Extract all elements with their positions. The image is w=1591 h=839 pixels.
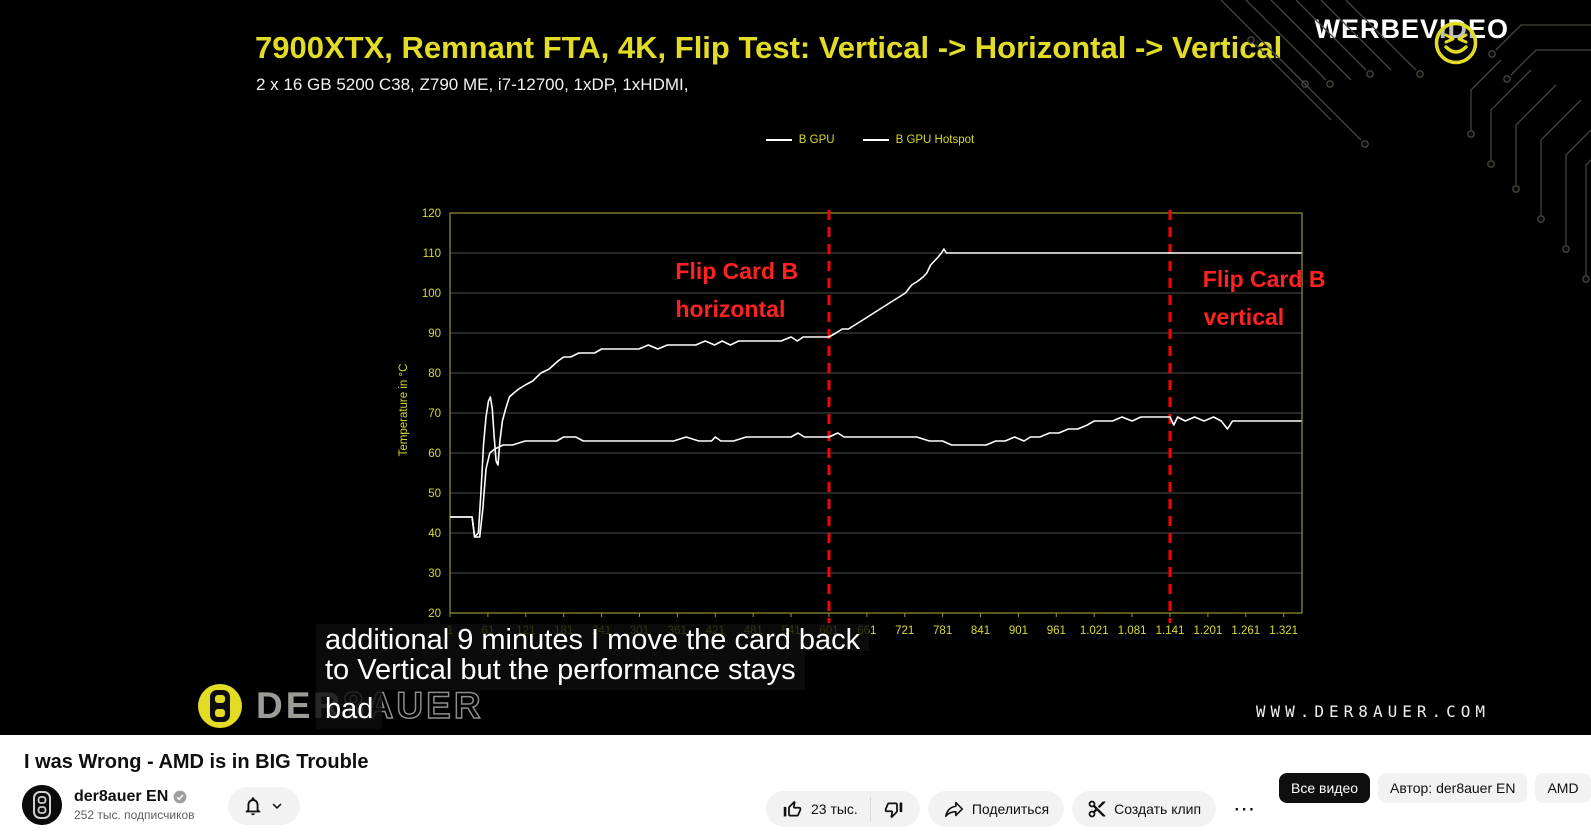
channel-avatar[interactable]	[22, 785, 62, 825]
filter-chips: Все видео Автор: der8auer EN AMD	[1279, 773, 1591, 803]
video-actions: 23 тыс. Поделиться Создать клип ⋯	[766, 789, 1264, 829]
avatar-logo-icon	[22, 785, 62, 825]
chip-author[interactable]: Автор: der8auer EN	[1378, 773, 1528, 803]
share-button[interactable]: Поделиться	[927, 791, 1065, 827]
subtitle-line: additional 9 minutes I move the card bac…	[316, 624, 870, 651]
like-dislike-group: 23 тыс.	[766, 791, 920, 827]
legend-swatch	[765, 139, 792, 141]
chart-legend: B GPU B GPU Hotspot	[400, 134, 1340, 146]
video-info-bar: I was Wrong - AMD is in BIG Trouble der8…	[0, 735, 1591, 839]
thumb-down-icon	[884, 802, 903, 818]
bell-icon	[245, 797, 261, 816]
der8auer-circle-icon	[198, 684, 242, 728]
more-icon: ⋯	[1233, 796, 1256, 821]
svg-text:110: 110	[423, 248, 441, 260]
svg-text:Flip Card B: Flip Card B	[1203, 266, 1326, 292]
svg-text:1.321: 1.321	[1269, 625, 1298, 637]
channel-info: der8auer EN 252 тыс. подписчиков	[22, 785, 195, 825]
create-clip-button[interactable]: Создать клип	[1072, 791, 1217, 827]
svg-text:901: 901	[1009, 625, 1028, 637]
chevron-down-icon	[272, 803, 282, 809]
video-player[interactable]: 7900XTX, Remnant FTA, 4K, Flip Test: Ver…	[0, 0, 1591, 735]
svg-text:30: 30	[428, 568, 441, 580]
svg-text:Flip Card B: Flip Card B	[675, 258, 798, 284]
svg-text:721: 721	[895, 625, 914, 637]
more-actions-button[interactable]: ⋯	[1224, 789, 1264, 829]
temperature-chart: 2030405060708090100110120161121181241301…	[422, 208, 1326, 637]
subtitle-line: to Vertical but the performance stays	[316, 651, 869, 690]
svg-text:1.081: 1.081	[1118, 625, 1147, 637]
overlay-chart-title: 7900XTX, Remnant FTA, 4K, Flip Test: Ver…	[255, 30, 1283, 65]
notifications-button[interactable]	[228, 787, 300, 825]
like-count: 23 тыс.	[811, 801, 858, 817]
svg-text:50: 50	[428, 488, 441, 500]
legend-item: B GPU	[765, 134, 835, 146]
subtitle-line: bad	[316, 690, 869, 729]
svg-text:100: 100	[422, 288, 441, 300]
subscriber-count: 252 тыс. подписчиков	[74, 808, 195, 822]
svg-text:vertical: vertical	[1204, 304, 1285, 330]
svg-text:1.141: 1.141	[1156, 625, 1185, 637]
like-button[interactable]: 23 тыс.	[766, 791, 870, 827]
svg-text:961: 961	[1047, 625, 1066, 637]
svg-text:1.201: 1.201	[1194, 625, 1223, 637]
svg-text:90: 90	[428, 328, 441, 340]
legend-item: B GPU Hotspot	[862, 134, 974, 146]
legend-swatch	[862, 139, 889, 141]
pill-divider	[869, 797, 871, 821]
svg-text:40: 40	[428, 528, 441, 540]
werbevideo-brand: WERBEVIDEO	[1314, 14, 1509, 44]
thumb-up-icon	[783, 800, 802, 816]
svg-text:20: 20	[428, 608, 441, 620]
svg-text:841: 841	[971, 625, 990, 637]
overlay-system-specs: 2 x 16 GB 5200 C38, Z790 ME, i7-12700, 1…	[256, 75, 689, 94]
svg-text:horizontal: horizontal	[675, 296, 785, 322]
svg-text:781: 781	[933, 625, 952, 637]
svg-text:70: 70	[428, 408, 441, 420]
video-title: I was Wrong - AMD is in BIG Trouble	[24, 751, 369, 773]
share-icon	[944, 801, 963, 818]
channel-name[interactable]: der8auer EN	[74, 788, 169, 805]
svg-text:80: 80	[428, 368, 441, 380]
svg-text:1.261: 1.261	[1231, 625, 1260, 637]
smiley-logo-icon	[1434, 21, 1478, 65]
scissors-icon	[1088, 800, 1106, 818]
svg-text:60: 60	[428, 448, 441, 460]
chip-all-videos[interactable]: Все видео	[1279, 773, 1371, 803]
svg-text:120: 120	[422, 208, 441, 220]
svg-text:1.021: 1.021	[1080, 625, 1109, 637]
chip-amd[interactable]: AMD	[1535, 773, 1591, 803]
dislike-button[interactable]	[871, 791, 920, 827]
subtitles: additional 9 minutes I move the card bac…	[316, 624, 870, 729]
verified-badge-icon	[173, 790, 187, 804]
website-watermark: WWW.DER8AUER.COM	[1255, 702, 1490, 721]
